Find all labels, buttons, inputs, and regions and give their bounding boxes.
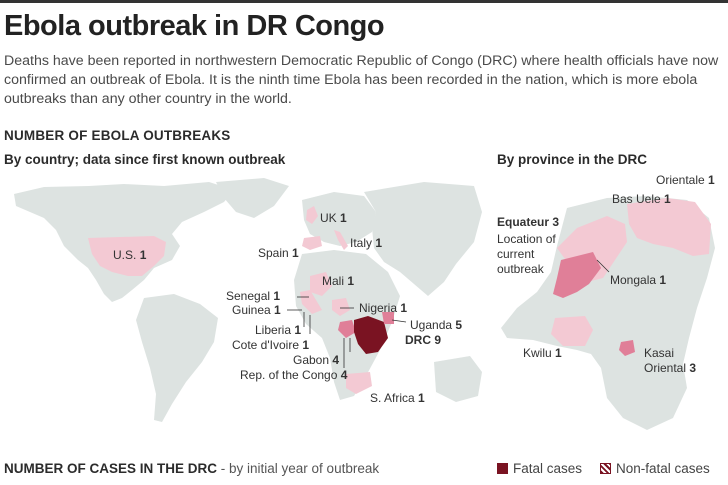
us-country-shape bbox=[88, 236, 166, 276]
legend-nonfatal: Non-fatal cases bbox=[600, 461, 710, 476]
label-liberia: Liberia 1 bbox=[255, 323, 302, 337]
uganda-country-shape bbox=[382, 312, 394, 324]
label-drc: DRC 9 bbox=[405, 333, 442, 347]
label-spain: Spain 1 bbox=[258, 246, 299, 260]
label-south-africa: S. Africa 1 bbox=[370, 391, 425, 405]
orientale-province bbox=[627, 198, 711, 256]
europe-landmass bbox=[302, 192, 376, 246]
label-mongala: Mongala 1 bbox=[610, 273, 667, 287]
mongala-leader bbox=[596, 259, 610, 273]
fatal-swatch bbox=[497, 463, 508, 474]
label-rep-congo: Rep. of the Congo 4 bbox=[240, 368, 348, 382]
outbreaks-section-title: NUMBER OF EBOLA OUTBREAKS bbox=[4, 128, 231, 143]
label-bas-uele: Bas Uele 1 bbox=[612, 192, 671, 206]
asia-landmass bbox=[364, 182, 482, 296]
label-nigeria: Nigeria 1 bbox=[359, 301, 408, 315]
legend-fatal-label: Fatal cases bbox=[513, 461, 583, 476]
mali-country-shape bbox=[310, 272, 332, 296]
by-province-subhead: By province in the DRC bbox=[497, 152, 648, 167]
label-uganda: Uganda 5 bbox=[410, 318, 463, 332]
drc-country-shape bbox=[354, 316, 388, 354]
greenland-landmass bbox=[216, 178, 289, 218]
page-title: Ebola outbreak in DR Congo bbox=[4, 10, 385, 42]
italy-country-shape bbox=[334, 230, 348, 250]
south-africa-country-shape bbox=[346, 372, 372, 394]
label-gabon: Gabon 4 bbox=[293, 353, 340, 367]
drc-outline bbox=[501, 196, 715, 430]
leader-lines bbox=[287, 296, 407, 368]
label-italy: Italy 1 bbox=[350, 236, 383, 250]
cases-section-title: NUMBER OF CASES IN THE DRC - by initial … bbox=[4, 461, 380, 476]
spain-country-shape bbox=[302, 236, 322, 250]
label-us: U.S. 1 bbox=[113, 248, 147, 262]
uk-country-shape bbox=[306, 206, 318, 224]
label-kwilu: Kwilu 1 bbox=[523, 346, 562, 360]
label-mali: Mali 1 bbox=[322, 274, 355, 288]
label-guinea: Guinea 1 bbox=[232, 303, 281, 317]
nonfatal-swatch bbox=[600, 463, 611, 474]
label-equateur: Equateur 3 bbox=[497, 215, 560, 229]
label-senegal: Senegal 1 bbox=[226, 289, 281, 303]
australia-landmass bbox=[434, 356, 482, 402]
world-map bbox=[14, 178, 482, 422]
south-america-landmass bbox=[136, 294, 218, 422]
kwilu-province bbox=[551, 316, 593, 346]
by-country-subhead: By country; data since first known outbr… bbox=[4, 152, 286, 167]
gabon-congo-shapes bbox=[338, 320, 356, 338]
intro-paragraph: Deaths have been reported in northwester… bbox=[4, 53, 719, 107]
top-rule bbox=[0, 0, 728, 3]
legend-fatal: Fatal cases bbox=[497, 461, 582, 476]
mongala-current-outbreak bbox=[553, 252, 601, 298]
west-africa-shapes bbox=[300, 290, 322, 314]
kasai-oriental-province bbox=[619, 340, 635, 356]
current-outbreak-note: Location of current outbreak bbox=[497, 232, 556, 276]
label-uk: UK 1 bbox=[320, 211, 347, 225]
nigeria-country-shape bbox=[332, 298, 350, 316]
label-cote-divoire: Cote d'Ivoire 1 bbox=[232, 338, 310, 352]
label-kasai-oriental: Kasai Oriental 3 bbox=[644, 346, 697, 375]
legend-nonfatal-label: Non-fatal cases bbox=[616, 461, 710, 476]
label-orientale: Orientale 1 bbox=[656, 173, 715, 187]
drc-province-map bbox=[501, 196, 715, 430]
